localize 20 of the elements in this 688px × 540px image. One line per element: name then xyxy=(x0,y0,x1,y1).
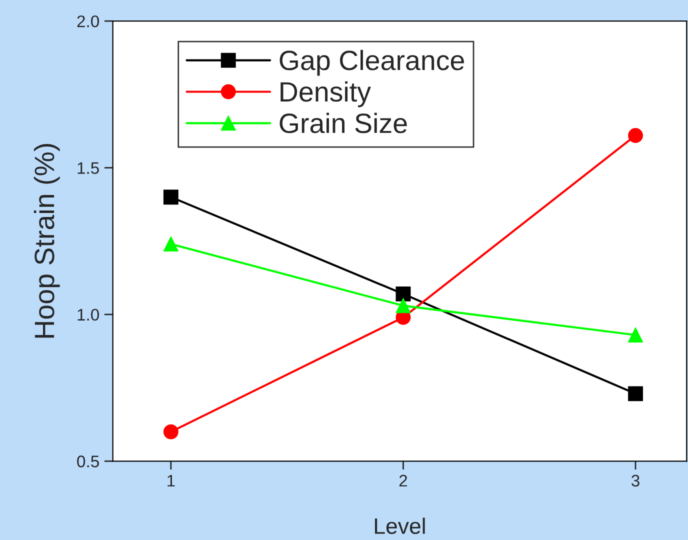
x-axis-title: Level xyxy=(374,518,425,534)
x-tick-label: 2 xyxy=(399,474,408,486)
y-axis-title: Hoop Strain (%) xyxy=(34,144,60,338)
x-tick-label: 1 xyxy=(168,474,175,486)
point xyxy=(396,286,411,302)
point xyxy=(163,424,178,440)
point xyxy=(163,190,178,205)
legend-label: Density xyxy=(280,81,371,108)
point xyxy=(628,386,643,402)
y-tick-label: 2.0 xyxy=(77,15,99,28)
point xyxy=(396,298,411,314)
point xyxy=(628,128,643,143)
point xyxy=(163,236,178,252)
y-tick-label: 1.0 xyxy=(78,308,99,321)
legend-label: Gap Clearance xyxy=(280,50,464,76)
point xyxy=(628,328,643,342)
legend-label: Grain Size xyxy=(280,112,407,134)
y-tick-label: 0.5 xyxy=(77,456,99,468)
x-tick-label: 3 xyxy=(632,474,640,487)
y-tick-label: 1.5 xyxy=(78,162,99,174)
